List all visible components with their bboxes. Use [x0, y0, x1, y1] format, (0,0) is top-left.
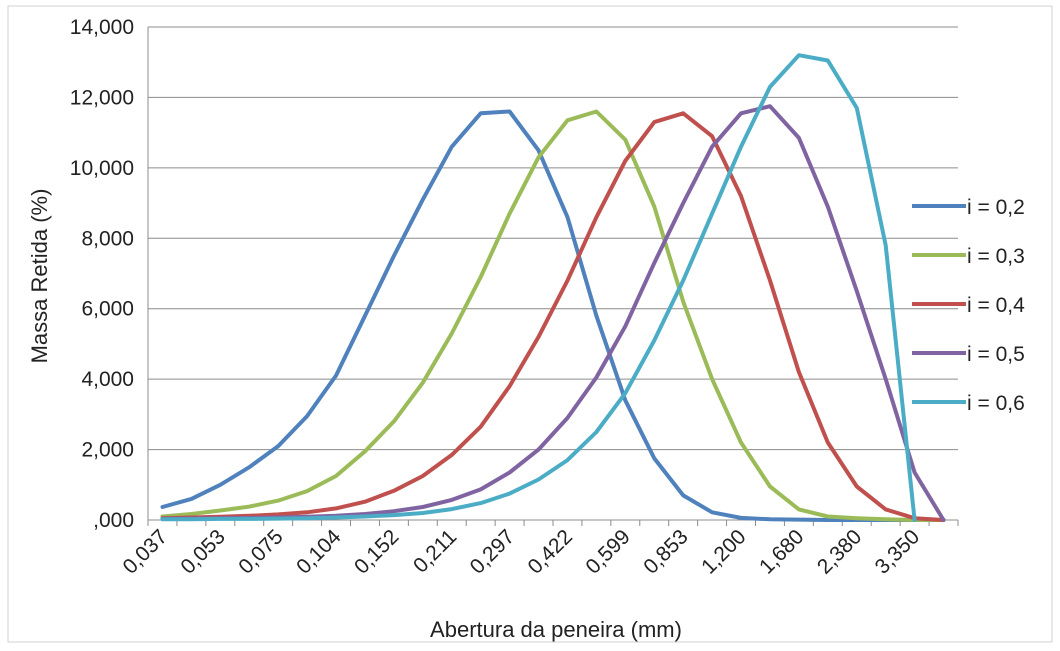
legend-label: i = 0,5	[967, 343, 1025, 366]
x-tick-label: 0,104	[292, 525, 346, 579]
x-tick-label: 0,037	[119, 525, 172, 578]
x-tick-label: 2,380	[813, 525, 866, 578]
y-axis-label: Massa Retida (%)	[27, 189, 52, 364]
legend-label: i = 0,2	[967, 196, 1025, 219]
legend-label: i = 0,3	[967, 245, 1025, 268]
x-tick-label: 0,211	[409, 525, 461, 577]
series-line	[160, 109, 946, 522]
y-tick-label: 14,000	[70, 16, 134, 39]
y-tick-label: ,000	[93, 509, 134, 532]
x-tick-label: 0,075	[234, 525, 287, 578]
y-tick-label: 8,000	[81, 227, 134, 250]
x-tick-label: 0,422	[524, 525, 577, 578]
y-tick-label: 2,000	[81, 439, 134, 462]
series-line	[160, 109, 946, 522]
y-tick-label: 6,000	[81, 298, 134, 321]
series-line	[160, 53, 917, 522]
series-line	[160, 111, 946, 522]
x-tick-label: 0,599	[581, 525, 634, 578]
x-tick-label: 1,200	[697, 525, 750, 578]
x-tick-label: 0,152	[350, 525, 403, 578]
legend-label: i = 0,6	[967, 392, 1025, 415]
legend-label: i = 0,4	[967, 294, 1025, 317]
x-tick-label: 0,053	[176, 525, 229, 578]
y-tick-label: 12,000	[70, 86, 134, 109]
x-axis-label: Abertura da peneira (mm)	[430, 617, 682, 642]
x-tick-label: 0,297	[466, 525, 519, 578]
y-tick-label: 4,000	[81, 368, 134, 391]
x-tick-label: 0,853	[639, 525, 692, 578]
chart-border	[7, 5, 1053, 643]
x-tick-label: 1,680	[755, 525, 808, 578]
x-tick-label: 3,350	[871, 525, 924, 578]
y-tick-label: 10,000	[70, 157, 134, 180]
